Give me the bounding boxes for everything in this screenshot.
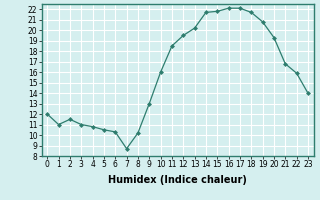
X-axis label: Humidex (Indice chaleur): Humidex (Indice chaleur)	[108, 175, 247, 185]
